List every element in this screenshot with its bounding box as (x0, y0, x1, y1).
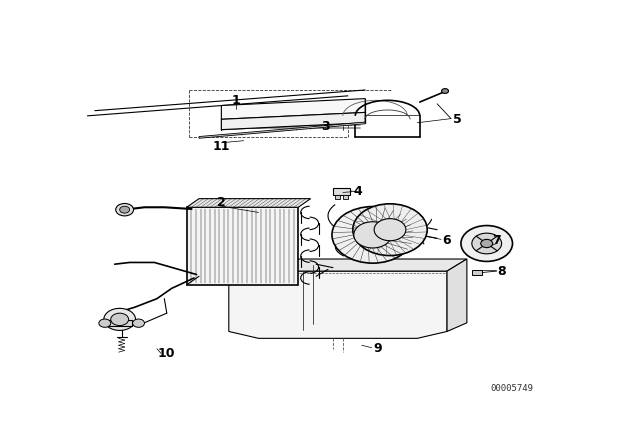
Circle shape (442, 89, 449, 94)
Polygon shape (229, 271, 447, 338)
Text: 4: 4 (353, 185, 362, 198)
Circle shape (116, 203, 134, 216)
Circle shape (461, 225, 513, 262)
Text: 11: 11 (212, 140, 230, 153)
Text: 10: 10 (158, 347, 175, 360)
Bar (472, 271, 482, 275)
Polygon shape (199, 122, 365, 138)
Polygon shape (221, 99, 365, 119)
Circle shape (111, 313, 129, 326)
Text: 5: 5 (452, 113, 461, 126)
Text: 9: 9 (373, 342, 382, 355)
Polygon shape (447, 259, 467, 332)
Circle shape (120, 206, 129, 213)
Bar (108, 320, 132, 326)
Circle shape (132, 319, 145, 327)
Text: 8: 8 (497, 265, 506, 278)
Circle shape (472, 233, 502, 254)
Text: 00005749: 00005749 (490, 384, 533, 393)
Text: 6: 6 (443, 233, 451, 246)
Bar (343, 194, 348, 199)
Bar (187, 207, 298, 285)
Text: 3: 3 (321, 120, 330, 133)
Bar (333, 188, 350, 195)
Circle shape (99, 319, 111, 327)
Circle shape (332, 207, 413, 263)
Circle shape (374, 219, 406, 241)
Circle shape (354, 222, 392, 248)
Text: 2: 2 (217, 196, 226, 209)
Polygon shape (221, 112, 365, 129)
Polygon shape (187, 198, 310, 207)
Text: 1: 1 (232, 94, 241, 107)
Polygon shape (229, 259, 467, 271)
Circle shape (104, 308, 136, 331)
Circle shape (353, 204, 428, 255)
Text: 7: 7 (492, 233, 501, 246)
Bar (335, 194, 340, 199)
Circle shape (481, 239, 493, 248)
